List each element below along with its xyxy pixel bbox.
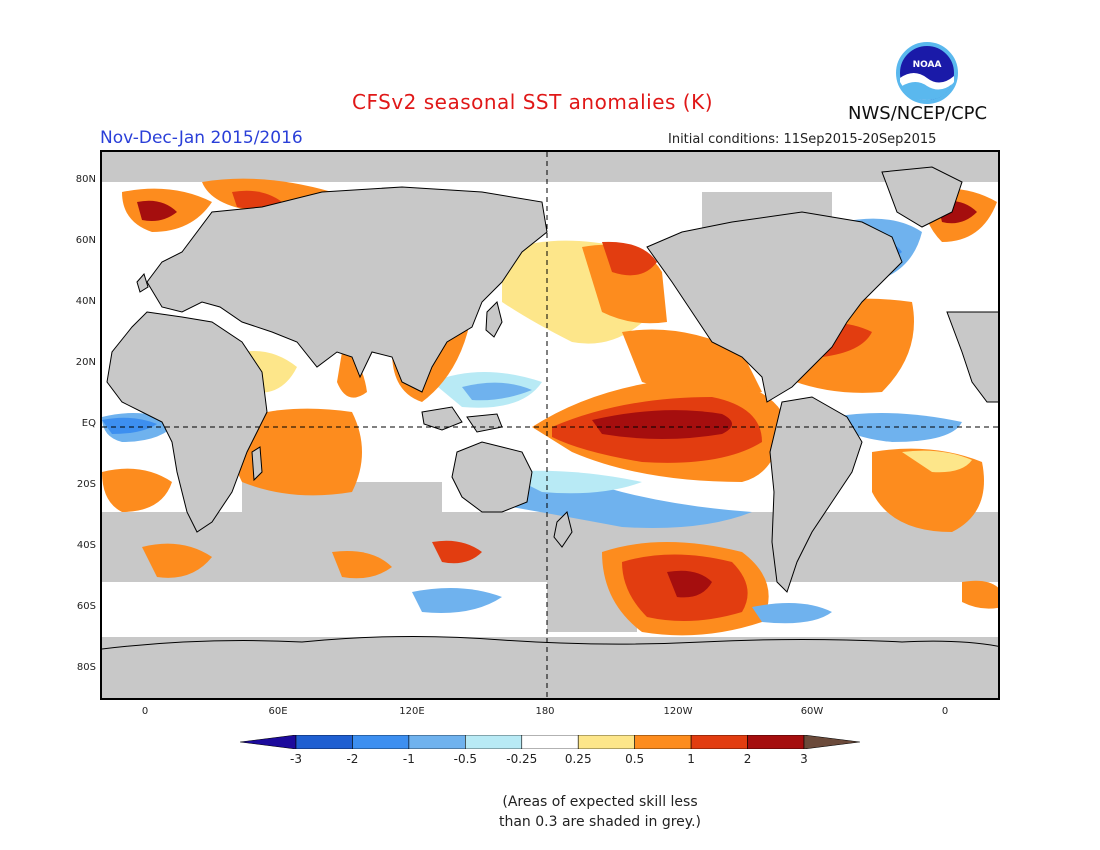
- skill-note-line1: (Areas of expected skill less: [502, 794, 698, 810]
- lat-label: 20N: [75, 357, 96, 368]
- legend-tick-label: -2: [346, 752, 359, 766]
- legend-tick-label: -0.5: [453, 752, 478, 766]
- legend-swatch: [408, 734, 466, 750]
- map-title: CFSv2 seasonal SST anomalies (K): [352, 90, 713, 114]
- noaa-logo: NOAA: [896, 42, 958, 104]
- continents: [102, 166, 998, 698]
- legend-swatch: [577, 734, 635, 750]
- lat-label: 40N: [75, 296, 96, 307]
- legend-tick-label: -1: [402, 752, 415, 766]
- legend-swatch: [352, 734, 410, 750]
- lat-label: EQ: [81, 418, 96, 429]
- legend-swatch: [295, 734, 353, 750]
- skill-note: (Areas of expected skill less than 0.3 a…: [420, 792, 780, 832]
- lat-label: 40S: [76, 540, 96, 551]
- color-legend: [239, 734, 861, 750]
- lon-label: 0: [141, 706, 149, 717]
- lon-label: 0: [941, 706, 949, 717]
- season-label: Nov-Dec-Jan 2015/2016: [100, 128, 303, 148]
- lat-label: 60S: [76, 601, 96, 612]
- legend-tick-label: 1: [687, 752, 695, 766]
- lat-label: 60N: [75, 235, 96, 246]
- lat-label: 80N: [75, 174, 96, 185]
- lon-label: 120W: [663, 706, 693, 717]
- legend-swatch: [634, 734, 692, 750]
- legend-tick-label: -0.25: [506, 752, 538, 766]
- initial-conditions-label: Initial conditions: 11Sep2015-20Sep2015: [668, 132, 937, 147]
- lon-label: 120E: [399, 706, 425, 717]
- sst-anomaly-map: [100, 150, 1000, 700]
- legend-swatch: [521, 734, 579, 750]
- legend-swatch: [465, 734, 523, 750]
- legend-swatch: [747, 734, 805, 750]
- anomaly-shading: [102, 178, 998, 636]
- lon-label: 60E: [268, 706, 288, 717]
- noaa-logo-text: NOAA: [913, 60, 942, 70]
- lon-label: 180: [535, 706, 555, 717]
- skill-note-line2: than 0.3 are shaded in grey.): [498, 814, 701, 830]
- lat-label: 20S: [76, 479, 96, 490]
- legend-tick-label: 0.5: [625, 752, 645, 766]
- legend-swatch-low: [239, 734, 297, 750]
- legend-swatch-high: [803, 734, 861, 750]
- lat-label: 80S: [76, 662, 96, 673]
- legend-tick-label: 3: [800, 752, 808, 766]
- legend-swatch: [690, 734, 748, 750]
- lon-label: 60W: [800, 706, 824, 717]
- legend-tick-label: 2: [743, 752, 752, 766]
- legend-tick-label: -3: [290, 752, 302, 766]
- legend-tick-label: 0.25: [564, 752, 592, 766]
- agency-label: NWS/NCEP/CPC: [848, 103, 988, 124]
